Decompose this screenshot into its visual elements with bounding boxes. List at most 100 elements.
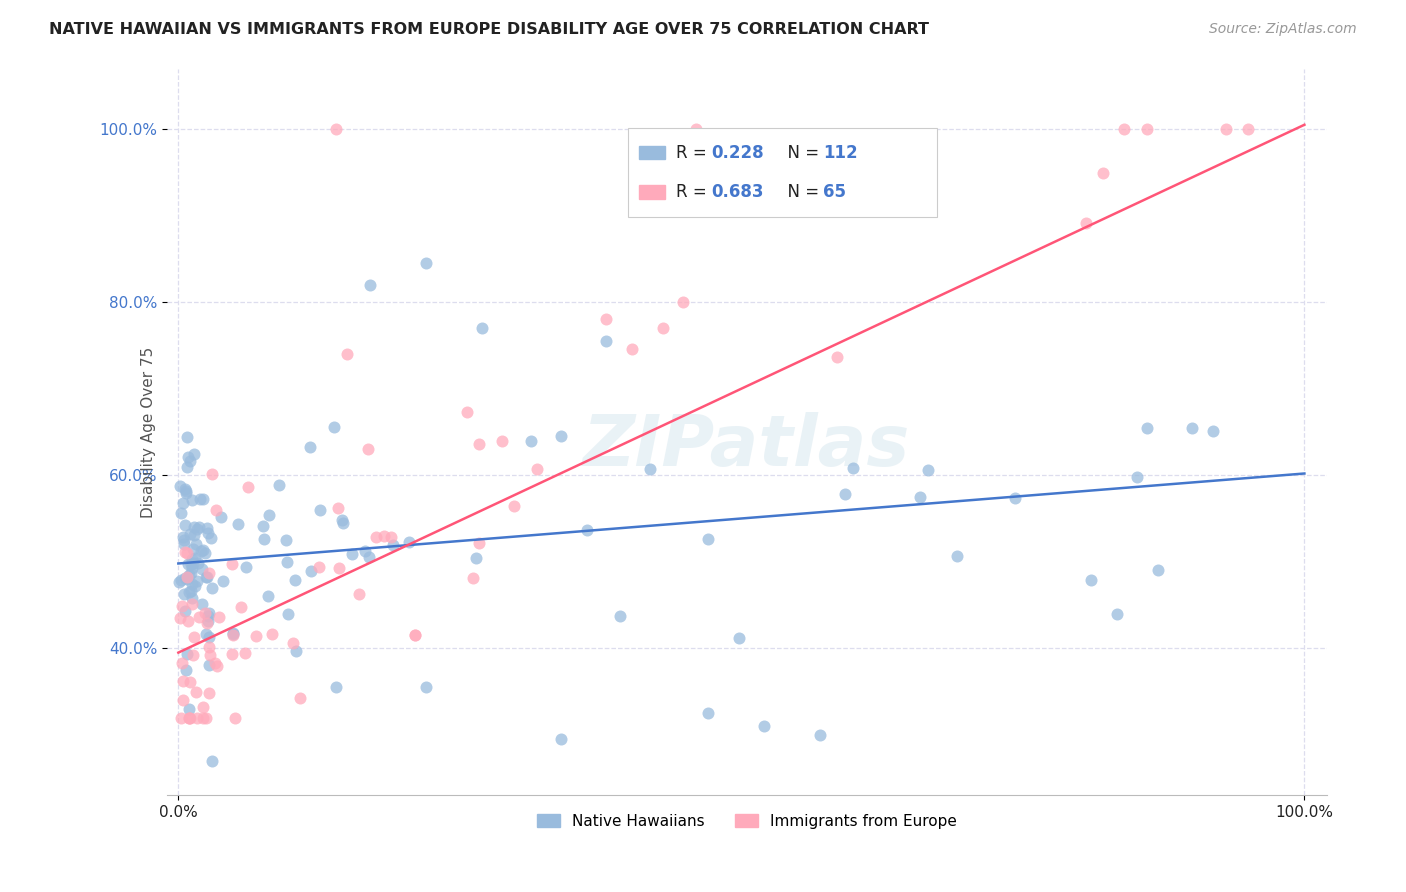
Point (834, 487, 856, 501)
Point (169, 479, 191, 493)
Point (201, 467, 224, 481)
Point (181, 556, 204, 570)
Point (188, 520, 211, 534)
Point (465, 550, 488, 565)
Point (752, 719, 775, 733)
Point (284, 573, 307, 587)
Point (398, 534, 420, 549)
Point (179, 585, 201, 599)
Point (180, 583, 202, 598)
Point (176, 430, 198, 444)
Point (195, 521, 218, 535)
Text: R =: R = (676, 144, 711, 161)
Point (257, 589, 280, 603)
Point (1215, 122, 1237, 136)
Point (222, 628, 245, 642)
Point (354, 544, 377, 558)
Point (808, 728, 831, 742)
Point (946, 549, 969, 564)
Point (170, 710, 193, 724)
Point (174, 571, 197, 585)
Point (672, 295, 695, 310)
Point (173, 586, 195, 600)
Point (308, 502, 330, 516)
Text: 112: 112 (824, 144, 858, 161)
Point (685, 122, 707, 136)
Point (373, 529, 395, 543)
Point (322, 420, 344, 434)
Point (526, 462, 548, 476)
Point (191, 700, 214, 714)
Point (283, 635, 305, 649)
Point (299, 565, 322, 579)
Point (520, 434, 543, 448)
Point (328, 500, 350, 515)
Point (205, 658, 228, 673)
Point (728, 631, 751, 645)
Point (198, 648, 221, 662)
Point (174, 518, 197, 533)
Point (468, 536, 491, 550)
Point (188, 610, 211, 624)
Point (176, 486, 198, 500)
Point (190, 543, 212, 558)
Point (276, 555, 298, 569)
Point (917, 462, 939, 476)
Point (471, 321, 494, 335)
Point (181, 542, 204, 557)
Point (183, 520, 205, 534)
Point (179, 701, 201, 715)
Point (233, 646, 256, 660)
Point (172, 693, 194, 707)
Text: 0.228: 0.228 (711, 144, 763, 161)
Point (183, 550, 205, 565)
Point (1080, 574, 1102, 588)
Point (299, 440, 322, 454)
Point (170, 574, 193, 588)
Point (177, 557, 200, 571)
Point (191, 491, 214, 506)
Point (173, 537, 195, 551)
Point (461, 571, 484, 585)
Point (342, 547, 364, 561)
Point (183, 447, 205, 461)
Point (205, 502, 228, 516)
Point (191, 562, 214, 576)
Point (198, 630, 221, 644)
Point (170, 656, 193, 670)
Point (194, 607, 217, 621)
Point (381, 538, 404, 552)
Point (467, 436, 489, 450)
Point (1202, 424, 1225, 438)
Point (176, 648, 198, 662)
Point (638, 461, 661, 475)
Point (191, 597, 214, 611)
Point (186, 710, 208, 724)
Point (1136, 420, 1159, 434)
Point (170, 599, 193, 613)
Point (176, 614, 198, 628)
Point (1004, 491, 1026, 505)
Point (609, 608, 631, 623)
Point (181, 648, 204, 662)
Point (169, 610, 191, 624)
Legend: Native Hawaiians, Immigrants from Europe: Native Hawaiians, Immigrants from Europe (530, 808, 963, 835)
Text: N =: N = (778, 144, 824, 161)
Point (195, 570, 218, 584)
Point (197, 614, 219, 628)
Point (174, 482, 197, 496)
Point (204, 657, 226, 671)
Point (191, 710, 214, 724)
Point (180, 591, 202, 606)
Point (696, 706, 718, 721)
Point (177, 568, 200, 582)
Point (491, 434, 513, 449)
Point (167, 574, 190, 589)
Point (330, 512, 353, 526)
Point (222, 626, 245, 640)
Point (176, 546, 198, 560)
Text: Source: ZipAtlas.com: Source: ZipAtlas.com (1209, 22, 1357, 37)
Point (180, 597, 202, 611)
Text: 65: 65 (824, 183, 846, 201)
Point (198, 606, 221, 620)
